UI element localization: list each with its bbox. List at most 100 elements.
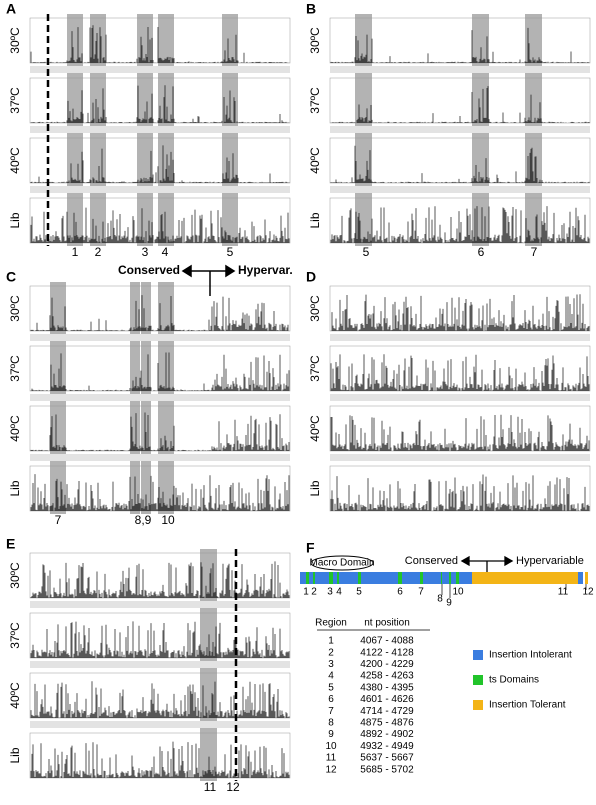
legend-swatch — [473, 650, 483, 660]
table-cell: 2 — [328, 647, 334, 658]
row-label: 37ºC — [308, 355, 322, 382]
row-label: 40ºC — [308, 147, 322, 174]
sample-strip — [30, 454, 290, 461]
sample-strip — [30, 334, 290, 341]
trace — [30, 145, 290, 183]
region-label: 4 — [162, 245, 169, 259]
trace — [30, 25, 290, 63]
row-label: 40ºC — [8, 147, 22, 174]
row-label: Lib — [8, 212, 22, 228]
trace — [330, 145, 590, 183]
region-label: 5 — [227, 245, 234, 259]
arrow — [181, 264, 236, 296]
region-number: 10 — [452, 587, 464, 598]
region-label: 6 — [478, 245, 485, 259]
conserved-label: Conserved — [405, 555, 458, 567]
trace — [30, 352, 290, 391]
region-number: 8 — [437, 594, 443, 605]
ts-domain — [456, 572, 459, 584]
region-label: 5 — [363, 245, 370, 259]
legend-label: ts Domains — [489, 675, 539, 686]
row-label: 40ºC — [8, 682, 22, 709]
trace — [30, 681, 290, 718]
row-label: 30ºC — [308, 27, 322, 54]
region-label: 12 — [226, 780, 240, 794]
sample-strip — [30, 721, 290, 728]
conserved-label: Conserved — [118, 263, 180, 277]
table-header: nt position — [364, 618, 410, 629]
table-cell: 5685 - 5702 — [360, 764, 414, 775]
row-label: 40ºC — [8, 415, 22, 442]
tolerant-block — [472, 572, 578, 584]
track-frame — [329, 465, 591, 512]
macro-ellipse — [310, 555, 374, 571]
region-number: 5 — [356, 587, 362, 598]
arrow — [460, 555, 514, 572]
panel-letter: A — [6, 1, 16, 17]
region-label: 11 — [204, 780, 217, 794]
table-cell: 9 — [328, 729, 334, 740]
ts-domain — [313, 572, 315, 584]
sample-strip — [330, 126, 590, 133]
trace — [30, 207, 290, 243]
sample-strip — [30, 394, 290, 401]
region-label: 7 — [55, 513, 62, 527]
region-label: 1 — [72, 245, 79, 259]
table-cell: 4067 - 4088 — [360, 636, 414, 647]
hypervariable-label: Hypervar. — [238, 263, 293, 277]
row-label: 30ºC — [8, 27, 22, 54]
table-cell: 4380 - 4395 — [360, 682, 414, 693]
table-cell: 6 — [328, 694, 334, 705]
trace — [30, 295, 290, 331]
row-label: 40ºC — [308, 415, 322, 442]
row-label: Lib — [8, 480, 22, 496]
table-cell: 5637 - 5667 — [360, 753, 414, 764]
table-cell: 10 — [325, 741, 337, 752]
trace — [330, 206, 590, 243]
sample-strip — [330, 454, 590, 461]
trace — [30, 561, 290, 598]
row-label: 37ºC — [8, 87, 22, 114]
table-cell: 4892 - 4902 — [360, 729, 414, 740]
panel-letter: C — [6, 269, 16, 285]
table-cell: 1 — [328, 636, 334, 647]
panel-letter: E — [6, 536, 15, 552]
table-cell: 4601 - 4626 — [360, 694, 414, 705]
row-label: Lib — [8, 747, 22, 763]
trace — [30, 474, 290, 511]
region-label: 3 — [142, 245, 149, 259]
row-label: 37ºC — [308, 87, 322, 114]
ts-domain — [306, 572, 309, 584]
region-number: 1 — [303, 587, 309, 598]
row-label: 37ºC — [8, 355, 22, 382]
legend-label: Insertion Tolerant — [489, 700, 566, 711]
row-label: Lib — [308, 212, 322, 228]
table-cell: 4122 - 4128 — [360, 647, 414, 658]
sample-strip — [30, 126, 290, 133]
table-cell: 5 — [328, 682, 334, 693]
region-label: 2 — [95, 245, 102, 259]
ts-domain — [337, 572, 339, 584]
row-label: Lib — [308, 480, 322, 496]
ts-domain — [441, 572, 442, 584]
region-number: 4 — [336, 587, 342, 598]
row-label: 30ºC — [308, 295, 322, 322]
table-cell: 11 — [326, 753, 337, 764]
panel-letter: F — [306, 540, 315, 556]
table-cell: 4 — [328, 671, 334, 682]
macro-label: Macro Domain — [309, 558, 374, 569]
table-cell: 4932 - 4949 — [360, 741, 414, 752]
region-number: 12 — [582, 587, 594, 598]
panel-letter: B — [306, 1, 316, 17]
table-cell: 8 — [328, 718, 334, 729]
panel-letter: D — [306, 269, 316, 285]
trace — [30, 741, 290, 778]
trace — [30, 85, 290, 123]
row-label: 37ºC — [8, 622, 22, 649]
ts-domain — [358, 572, 361, 584]
leader-lines — [441, 584, 587, 598]
region-number: 11 — [558, 587, 569, 598]
hypervariable-label: Hypervariable — [516, 555, 584, 567]
legend-swatch — [473, 700, 483, 710]
